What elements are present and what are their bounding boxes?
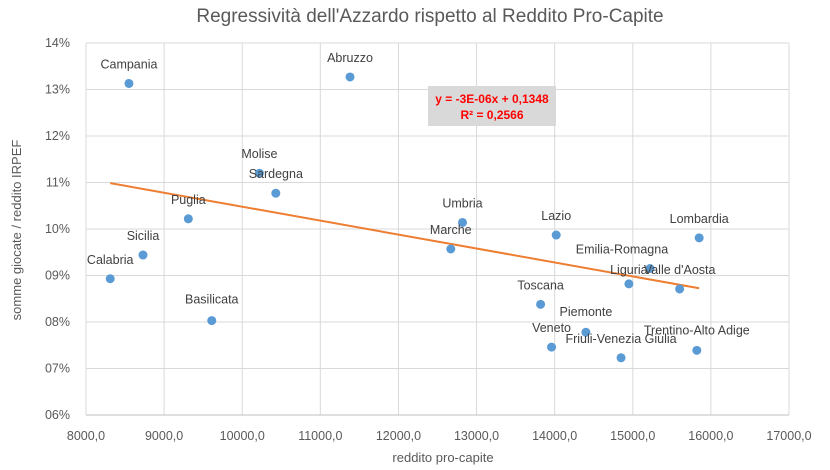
y-tick-label: 14% (45, 36, 70, 50)
point-labels: Campania Abruzzo Molise Sardegna Puglia Sicil… (87, 51, 750, 346)
point-label: Marche (430, 223, 472, 237)
data-point (645, 264, 655, 274)
data-point (345, 72, 355, 82)
y-tick-label: 13% (45, 83, 70, 97)
point-label: Friuli-Venezia Giulia (565, 332, 676, 346)
y-tick-label: 07% (45, 362, 70, 376)
point-label: Campania (100, 57, 157, 71)
data-point (457, 217, 467, 227)
data-point (105, 274, 115, 284)
x-tick-label: 17000,0 (766, 429, 811, 443)
point-label: Puglia (171, 193, 206, 207)
data-point (547, 342, 557, 352)
point-label: Piemonte (560, 305, 613, 319)
point-label: Abruzzo (327, 51, 373, 65)
data-point (183, 214, 193, 224)
data-point (675, 284, 685, 294)
y-tick-label: 08% (45, 315, 70, 329)
point-label: Basilicata (185, 293, 239, 307)
point-label: Emilia-Romagna (576, 243, 668, 257)
point-label: Toscana (517, 278, 564, 292)
tick-labels: 06% 07% 08% 09% 10% 11% 12% 13% 14% 8000,0 9000,0 1… (45, 36, 812, 443)
y-tick-label: 06% (45, 408, 70, 422)
trendline (110, 182, 700, 290)
point-label: Calabria (87, 253, 134, 267)
data-point (536, 299, 546, 309)
gridlines (86, 42, 790, 415)
x-tick-label: 9000,0 (145, 429, 183, 443)
y-tick-label: 11% (46, 176, 70, 190)
data-points (105, 72, 704, 363)
x-tick-label: 8000,0 (67, 429, 105, 443)
y-tick-label: 10% (45, 222, 70, 236)
y-tick-label: 12% (45, 129, 70, 143)
data-point (207, 316, 217, 326)
x-tick-label: 15000,0 (610, 429, 655, 443)
point-label: Veneto (532, 321, 571, 335)
data-point (446, 244, 456, 254)
equation-box: y = -3E-06x + 0,1348 R² = 0,2566 (428, 86, 556, 126)
data-point (616, 353, 626, 363)
data-point (694, 233, 704, 243)
x-axis-label: reddito pro-capite (392, 450, 493, 465)
point-label: Umbria (442, 196, 482, 210)
trendline-equation: y = -3E-06x + 0,1348 (435, 92, 549, 106)
x-tick-label: 11000,0 (298, 429, 342, 443)
chart-title: Regressività dell'Azzardo rispetto al Re… (196, 6, 663, 27)
y-axis-label: somme giocate / reddito IRPEF (9, 140, 24, 321)
point-label: Sicilia (127, 229, 160, 243)
x-tick-label: 16000,0 (688, 429, 733, 443)
axes (85, 43, 789, 416)
point-label: Sardegna (249, 167, 303, 181)
equation-box-background (428, 86, 556, 126)
point-label: Molise (241, 147, 277, 161)
point-label: Lombardia (670, 212, 729, 226)
point-label: Liguria (610, 263, 648, 277)
data-point (271, 188, 281, 198)
data-point (254, 168, 264, 178)
data-point (692, 345, 702, 355)
x-tick-label: 12000,0 (376, 429, 421, 443)
x-tick-label: 13000,0 (454, 429, 499, 443)
data-point (624, 279, 634, 289)
x-tick-label: 10000,0 (220, 429, 265, 443)
data-point (124, 78, 134, 88)
data-point (581, 327, 591, 337)
trendline-group (110, 182, 700, 290)
point-label: Lazio (541, 209, 571, 223)
point-label: Trentino-Alto Adige (644, 323, 750, 337)
trendline-r-squared: R² = 0,2566 (460, 108, 523, 122)
data-point (138, 250, 148, 260)
point-label: Valle d'Aosta (644, 263, 716, 277)
y-tick-label: 09% (45, 269, 70, 283)
data-point (551, 230, 561, 240)
x-tick-label: 14000,0 (532, 429, 577, 443)
